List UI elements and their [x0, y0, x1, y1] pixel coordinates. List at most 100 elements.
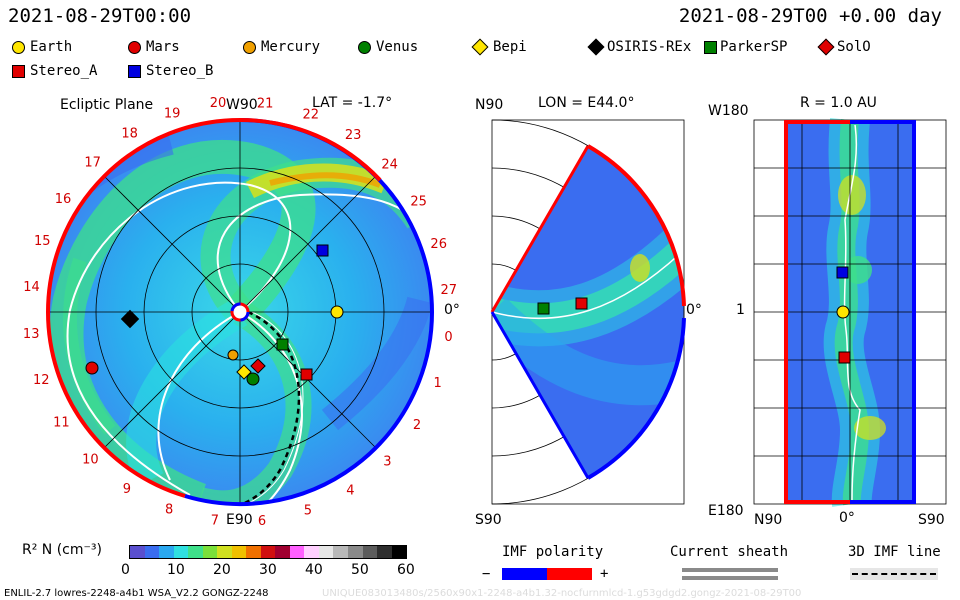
stereo-b-marker: [316, 244, 329, 257]
sector-label-5: 5: [304, 504, 312, 519]
legend-venus: Venus: [358, 39, 418, 55]
meridional-imf-line: [492, 249, 684, 320]
ecliptic-right-label: 0°: [444, 302, 460, 318]
legend-mercury: Mercury: [243, 39, 320, 55]
legend-stereo-a: Stereo_A: [12, 63, 97, 79]
footer-left: ENLIL-2.7 lowres-2248-a4b1 WSA_V2.2 GONG…: [4, 588, 269, 599]
colorbar-tick-label: 0: [121, 562, 130, 578]
ecliptic-polarity-neg-arc: [45, 118, 241, 498]
meridional-top-label: N90: [475, 97, 504, 113]
colorbar-label: R² N (cm⁻³): [22, 542, 102, 558]
ecliptic-3d-imf-line-highlight: [228, 311, 304, 504]
colorbar-segment: [159, 546, 174, 558]
colorbar-segment: [144, 546, 160, 558]
colorbar-segment: [318, 546, 334, 558]
legend-bepi-label: Bepi: [493, 39, 527, 55]
mercury-marker: [227, 349, 239, 361]
colorbar-segment: [173, 546, 189, 558]
parker-marker: [276, 338, 289, 351]
legend-stereo-b-label: Stereo_B: [146, 63, 214, 79]
colorbar-tick-label: 40: [305, 562, 323, 578]
sector-label-6: 6: [258, 514, 266, 529]
sector-label-7: 7: [211, 514, 219, 529]
sector-label-4: 4: [346, 484, 354, 499]
radial-mid-label: 1: [736, 302, 745, 318]
sector-label-27: 27: [441, 283, 458, 298]
imf-polarity-label: IMF polarity: [502, 544, 604, 560]
legend-earth-label: Earth: [30, 39, 73, 55]
ecliptic-title: Ecliptic Plane: [60, 97, 154, 113]
ecliptic-lat: LAT = -1.7°: [312, 95, 393, 111]
imf-line-label: 3D IMF line: [848, 544, 941, 560]
radial-stereo-b-marker: [836, 266, 849, 279]
colorbar: [129, 545, 407, 559]
current-sheath-swatch-2: [682, 576, 778, 580]
colorbar-segment: [304, 546, 319, 558]
sector-label-21: 21: [257, 97, 274, 112]
colorbar-tick-label: 30: [259, 562, 277, 578]
legend-earth: Earth: [12, 39, 72, 55]
sector-label-10: 10: [82, 452, 99, 467]
colorbar-tick-label: 20: [213, 562, 231, 578]
colorbar-segment: [377, 546, 392, 558]
sector-label-24: 24: [381, 158, 398, 173]
imf-polarity-plus: +: [600, 566, 609, 582]
legend-solo-label: SolO: [837, 39, 871, 55]
colorbar-segment: [231, 546, 247, 558]
meridional-polarity-pos-arc: [587, 317, 686, 480]
bepi-marker: [236, 364, 252, 380]
sector-label-8: 8: [165, 503, 173, 518]
sector-label-3: 3: [383, 455, 391, 470]
colorbar-segment: [202, 546, 218, 558]
sector-label-23: 23: [345, 128, 362, 143]
ecliptic-bottom-label: E90: [226, 512, 253, 528]
date-left: 2021-08-29T00:00: [8, 5, 192, 27]
sector-label-15: 15: [34, 234, 51, 249]
legend-venus-label: Venus: [376, 39, 419, 55]
legend-mercury-label: Mercury: [261, 39, 321, 55]
sector-label-18: 18: [121, 126, 138, 141]
colorbar-segment: [275, 546, 290, 558]
colorbar-segment: [289, 546, 305, 558]
current-sheath-label: Current sheath: [670, 544, 789, 560]
colorbar-tick-label: 50: [351, 562, 369, 578]
stereo-a-marker: [300, 368, 313, 381]
colorbar-segment: [130, 546, 145, 558]
stereo-b-marker-icon: [128, 64, 141, 78]
colorbar-tick-label: 10: [167, 562, 185, 578]
legend-osiris: OSIRIS-REx: [587, 38, 692, 56]
imf-line-swatch: [852, 573, 936, 575]
current-sheath-swatch-1: [682, 568, 778, 572]
colorbar-segment: [362, 546, 378, 558]
radial-earth-marker: [836, 305, 850, 319]
legend-mars-label: Mars: [146, 39, 180, 55]
sector-label-12: 12: [33, 373, 50, 388]
meridional-stereo-a-marker: [575, 297, 588, 310]
radial-title: R = 1.0 AU: [800, 95, 877, 111]
mars-marker: [85, 361, 99, 375]
colorbar-ticks: 0 10 20 30 40 50 60: [121, 562, 415, 580]
ecliptic-sector-labels: 20 21222324252627012345678910111213141516…: [23, 96, 457, 529]
sector-label-16: 16: [55, 192, 72, 207]
legend-parker: ParkerSP: [704, 39, 787, 55]
stereo-a-marker-icon: [12, 64, 25, 78]
colorbar-segment: [217, 546, 232, 558]
solo-marker: [250, 358, 266, 374]
legend-mars: Mars: [128, 39, 180, 55]
legend-osiris-label: OSIRIS-REx: [607, 39, 692, 55]
legend-stereo-b: Stereo_B: [128, 63, 213, 79]
sector-label-0: 0: [444, 330, 452, 345]
radial-density-features: [823, 118, 886, 507]
meridional-polarity-neg-arc: [587, 144, 686, 307]
radial-grid: [753, 119, 947, 505]
colorbar-segment: [347, 546, 363, 558]
meridional-edge-bottom: [490, 311, 590, 479]
sector-label-19: 19: [164, 106, 181, 121]
legend-parker-label: ParkerSP: [720, 39, 788, 55]
earth-marker-icon: [12, 40, 25, 54]
colorbar-tick-label: 60: [397, 562, 415, 578]
colorbar-segment: [188, 546, 203, 558]
sun-polarity-icon: [230, 302, 250, 322]
colorbar-segment: [333, 546, 348, 558]
